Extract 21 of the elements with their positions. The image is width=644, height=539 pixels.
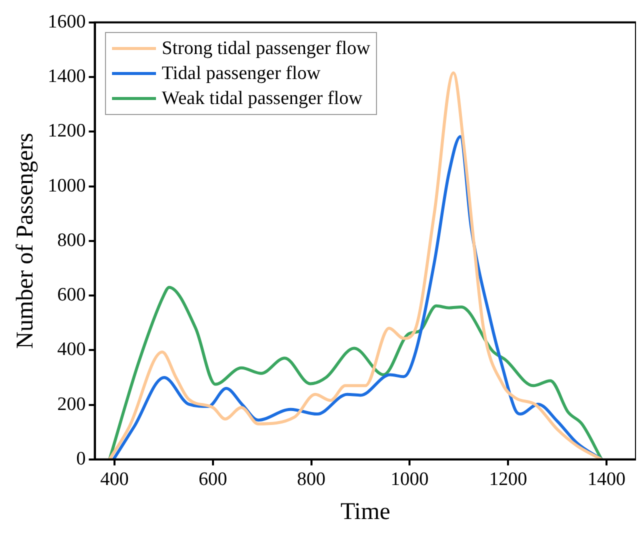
- y-tick-label: 1000: [48, 175, 86, 196]
- y-tick-label: 400: [57, 339, 86, 360]
- x-tick-label: 1400: [587, 468, 626, 490]
- y-tick-label: 1200: [48, 120, 86, 142]
- line-series: [108, 286, 604, 460]
- x-tick-label: 1200: [489, 468, 528, 490]
- y-tick-label: 200: [57, 394, 86, 415]
- x-axis-title: Time: [340, 498, 390, 525]
- x-tick-label: 1000: [390, 468, 429, 490]
- legend-label: Tidal passenger flow: [162, 62, 320, 86]
- y-tick-label: 800: [57, 230, 86, 251]
- y-tick-label: 600: [57, 284, 86, 306]
- x-tick-label: 800: [297, 468, 326, 490]
- y-tick-label: 1400: [48, 66, 86, 88]
- x-tick-label: 400: [100, 468, 129, 490]
- x-tick-label: 600: [198, 468, 228, 490]
- y-tick-label: 0: [76, 448, 86, 470]
- y-axis-title: Number of Passengers: [12, 132, 39, 349]
- y-tick-label: 1600: [48, 11, 86, 32]
- legend-label: Strong tidal passenger flow: [162, 37, 370, 62]
- legend-label: Weak tidal passenger flow: [162, 87, 362, 112]
